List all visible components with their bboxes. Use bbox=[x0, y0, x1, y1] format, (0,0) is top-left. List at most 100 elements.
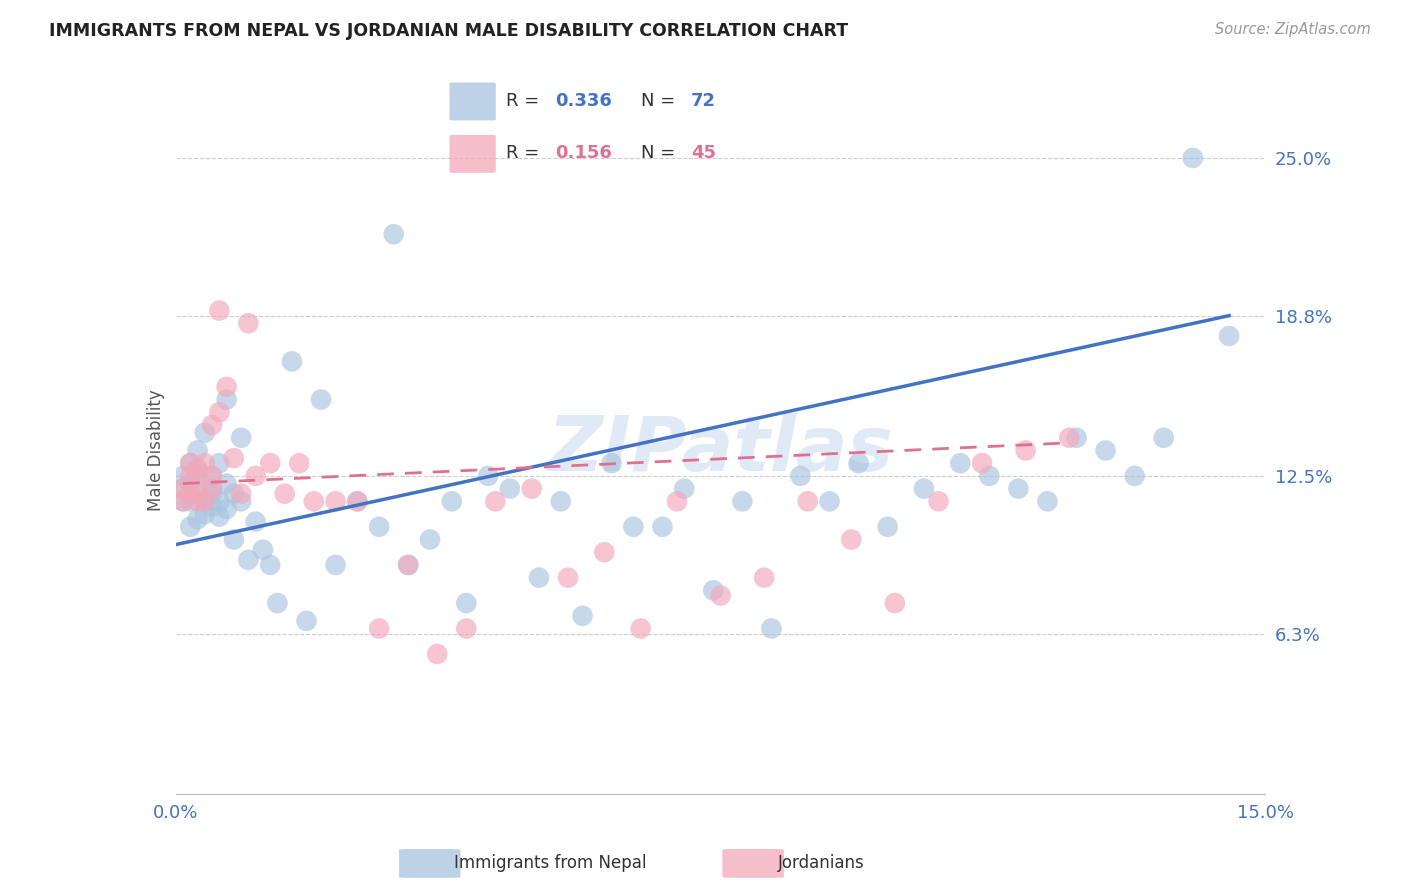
Point bbox=[309, 392, 332, 407]
Point bbox=[346, 494, 368, 508]
Point bbox=[222, 533, 245, 547]
Point bbox=[499, 482, 522, 496]
Point bbox=[222, 451, 245, 466]
Y-axis label: Male Disability: Male Disability bbox=[146, 390, 165, 511]
Point bbox=[215, 380, 238, 394]
Point bbox=[201, 486, 224, 500]
Point bbox=[477, 469, 499, 483]
Point bbox=[593, 545, 616, 559]
Point bbox=[630, 622, 652, 636]
Text: Immigrants from Nepal: Immigrants from Nepal bbox=[454, 854, 647, 872]
Point bbox=[571, 608, 593, 623]
Point bbox=[368, 520, 391, 534]
FancyBboxPatch shape bbox=[450, 135, 496, 173]
Point bbox=[245, 469, 267, 483]
Point bbox=[259, 456, 281, 470]
Point bbox=[208, 456, 231, 470]
Point bbox=[208, 509, 231, 524]
Text: Source: ZipAtlas.com: Source: ZipAtlas.com bbox=[1215, 22, 1371, 37]
Point bbox=[215, 392, 238, 407]
Point bbox=[172, 494, 194, 508]
Point bbox=[600, 456, 623, 470]
Point bbox=[796, 494, 818, 508]
Point bbox=[266, 596, 288, 610]
Point bbox=[172, 482, 194, 496]
Point bbox=[1123, 469, 1146, 483]
Point bbox=[295, 614, 318, 628]
Point bbox=[194, 425, 217, 440]
Point bbox=[179, 494, 201, 508]
Point bbox=[1057, 431, 1080, 445]
Point bbox=[231, 486, 253, 500]
Point bbox=[238, 553, 260, 567]
Point bbox=[1007, 482, 1029, 496]
Point bbox=[186, 469, 209, 483]
Point bbox=[731, 494, 754, 508]
Text: Jordanians: Jordanians bbox=[778, 854, 865, 872]
Text: 0.336: 0.336 bbox=[555, 93, 612, 111]
Point bbox=[456, 596, 478, 610]
Point bbox=[761, 622, 783, 636]
Point bbox=[484, 494, 506, 508]
Point bbox=[179, 456, 201, 470]
Point bbox=[201, 500, 224, 514]
Point bbox=[215, 476, 238, 491]
Point bbox=[186, 443, 209, 458]
Point bbox=[527, 571, 550, 585]
Point bbox=[972, 456, 994, 470]
Point bbox=[426, 647, 449, 661]
Point bbox=[231, 494, 253, 508]
Point bbox=[179, 469, 201, 483]
Point bbox=[456, 622, 478, 636]
Point bbox=[222, 486, 245, 500]
Point bbox=[818, 494, 841, 508]
Point bbox=[396, 558, 419, 572]
Text: 0.156: 0.156 bbox=[555, 144, 612, 161]
Point bbox=[841, 533, 863, 547]
Text: N =: N = bbox=[641, 144, 681, 161]
FancyBboxPatch shape bbox=[723, 849, 785, 878]
Point bbox=[1153, 431, 1175, 445]
Point bbox=[979, 469, 1001, 483]
Point bbox=[201, 469, 224, 483]
Text: R =: R = bbox=[506, 93, 544, 111]
Point bbox=[912, 482, 935, 496]
Point bbox=[274, 486, 297, 500]
Text: R =: R = bbox=[506, 144, 544, 161]
Point bbox=[194, 494, 217, 508]
Point bbox=[259, 558, 281, 572]
Point bbox=[789, 469, 811, 483]
Point bbox=[194, 507, 217, 521]
Point bbox=[179, 456, 201, 470]
Point bbox=[1015, 443, 1038, 458]
Point bbox=[208, 494, 231, 508]
Text: 45: 45 bbox=[690, 144, 716, 161]
Point bbox=[201, 482, 224, 496]
Point bbox=[186, 512, 209, 526]
Point bbox=[302, 494, 325, 508]
Point bbox=[928, 494, 950, 508]
Point bbox=[186, 461, 209, 475]
Point bbox=[949, 456, 972, 470]
Point bbox=[710, 589, 733, 603]
Text: IMMIGRANTS FROM NEPAL VS JORDANIAN MALE DISABILITY CORRELATION CHART: IMMIGRANTS FROM NEPAL VS JORDANIAN MALE … bbox=[49, 22, 848, 40]
Point bbox=[621, 520, 644, 534]
Point bbox=[1066, 431, 1088, 445]
Point bbox=[651, 520, 673, 534]
Point bbox=[208, 303, 231, 318]
Point bbox=[186, 482, 209, 496]
Point bbox=[186, 464, 209, 478]
Point bbox=[179, 486, 201, 500]
Point bbox=[215, 502, 238, 516]
Point bbox=[673, 482, 696, 496]
Text: N =: N = bbox=[641, 93, 681, 111]
Point bbox=[346, 494, 368, 508]
Point bbox=[179, 476, 201, 491]
Point bbox=[288, 456, 311, 470]
Point bbox=[194, 494, 217, 508]
Point bbox=[172, 482, 194, 496]
Point bbox=[281, 354, 304, 368]
Point bbox=[231, 431, 253, 445]
Point bbox=[884, 596, 907, 610]
Point bbox=[1218, 329, 1240, 343]
